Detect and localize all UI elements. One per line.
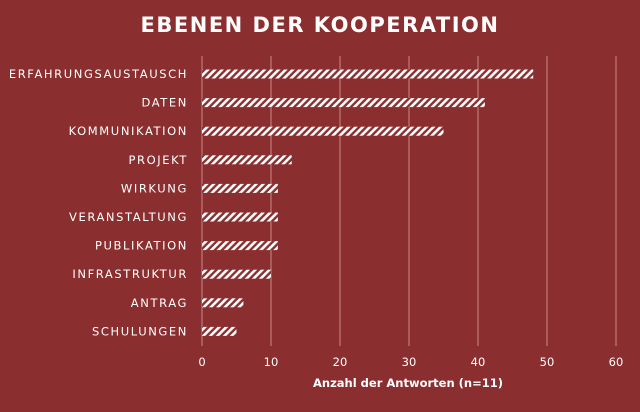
bar-publikation (202, 241, 278, 251)
category-label: PUBLIKATION (95, 239, 188, 253)
bar-veranstaltung (202, 212, 278, 222)
bar-kommunikation (202, 126, 444, 136)
chart-title: EBENEN DER KOOPERATION (141, 13, 500, 37)
bar-projekt (202, 155, 292, 165)
category-label: PROJEKT (128, 153, 188, 167)
category-label: DATEN (141, 96, 188, 110)
bar-wirkung (202, 183, 278, 193)
x-tick-label: 0 (198, 355, 205, 369)
category-label: WIRKUNG (121, 181, 188, 195)
bar-schulungen (202, 326, 237, 336)
category-label: VERANSTALTUNG (69, 210, 188, 224)
x-axis-title: Anzahl der Antworten (n=11) (313, 376, 503, 390)
bars (202, 69, 534, 336)
category-label: SCHULUNGEN (92, 324, 188, 338)
x-tick-labels: 0 10 20 30 40 50 60 (198, 355, 623, 369)
x-tick-label: 20 (333, 355, 348, 369)
category-label: ERFAHRUNGSAUSTAUSCH (9, 67, 188, 81)
x-tick-label: 60 (609, 355, 624, 369)
x-tick-label: 30 (402, 355, 417, 369)
x-tick-label: 50 (540, 355, 555, 369)
x-tick-label: 40 (471, 355, 486, 369)
category-labels: ERFAHRUNGSAUSTAUSCH DATEN KOMMUNIKATION PRO… (9, 67, 188, 338)
x-tick-label: 10 (264, 355, 279, 369)
bar-infrastruktur (202, 269, 271, 279)
category-label: INFRASTRUKTUR (72, 267, 188, 281)
bar-daten (202, 98, 485, 108)
bar-erfahrungsaustausch (202, 69, 534, 79)
category-label: KOMMUNIKATION (69, 124, 188, 138)
bar-antrag (202, 298, 244, 308)
category-label: ANTRAG (131, 296, 188, 310)
